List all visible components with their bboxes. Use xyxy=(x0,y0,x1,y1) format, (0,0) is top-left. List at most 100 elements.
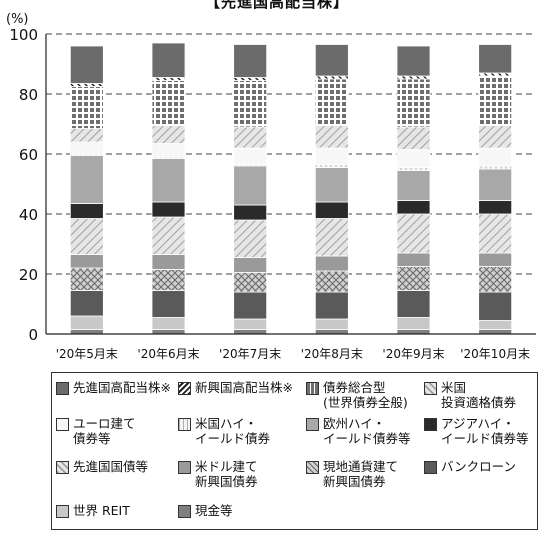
bars xyxy=(69,42,513,335)
bar-segment xyxy=(151,317,186,330)
bar-segment xyxy=(233,44,268,78)
legend-swatch xyxy=(306,461,319,474)
legend-label: 債券総合型 (世界債券全般) xyxy=(323,380,408,410)
bar-segment xyxy=(396,167,431,171)
bar-segment xyxy=(151,290,186,318)
x-tick-label: '20年5月末 xyxy=(56,347,118,361)
legend-label: 米国 投資適格債券 xyxy=(441,380,517,410)
bar-segment xyxy=(233,272,268,293)
bar-segment xyxy=(233,126,268,149)
bar-segment xyxy=(396,213,431,254)
bar-segment xyxy=(314,291,349,320)
bar-segment xyxy=(151,143,186,158)
bar-segment xyxy=(314,78,349,126)
y-axis-label: (%) xyxy=(6,12,29,27)
bar-segment xyxy=(151,80,186,126)
bar-segment xyxy=(478,252,513,267)
legend-label: 現地通貨建て 新興国債券 xyxy=(323,459,399,489)
bar-segment xyxy=(314,75,349,80)
y-tick-label: 60 xyxy=(19,146,38,164)
bar-segment xyxy=(396,266,431,291)
x-tick-label: '20年10月末 xyxy=(460,347,530,361)
bar-segment xyxy=(478,44,513,74)
bar-segment xyxy=(151,216,186,255)
bar-segment xyxy=(478,168,513,201)
legend-swatch xyxy=(178,461,191,474)
y-tick-label: 0 xyxy=(28,326,38,344)
legend-item: ユーロ建て 債券等 xyxy=(56,416,136,446)
bar-segment xyxy=(478,320,513,330)
legend-label: 先進国高配当株※ xyxy=(73,380,171,395)
bar-segment xyxy=(151,254,186,270)
bar-segment xyxy=(478,291,513,321)
bar-segment xyxy=(314,164,349,168)
bar-segment xyxy=(151,158,186,203)
legend-item: アジアハイ・ イールド債券等 xyxy=(424,416,529,446)
legend-label: 米ドル建て 新興国債券 xyxy=(195,459,258,489)
legend-label: 現金等 xyxy=(195,503,233,518)
bar-segment xyxy=(314,167,349,203)
bar-segment xyxy=(314,201,349,219)
bar-segment xyxy=(69,86,104,129)
bar-segment xyxy=(396,75,431,80)
legend-swatch xyxy=(178,505,191,518)
x-tick-label: '20年9月末 xyxy=(382,347,444,361)
legend-label: アジアハイ・ イールド債券等 xyxy=(441,416,529,446)
legend-item: バンクローン xyxy=(424,459,516,474)
bar-segment xyxy=(478,147,513,167)
bar-segment xyxy=(314,218,349,257)
bar-segment xyxy=(69,83,104,87)
legend-item: 米ドル建て 新興国債券 xyxy=(178,459,258,489)
bar-segment xyxy=(233,147,268,165)
bar-segment xyxy=(478,213,513,254)
legend-item: 世界 REIT xyxy=(56,503,130,518)
bar-segment xyxy=(478,266,513,293)
bar-segment xyxy=(233,219,268,258)
bar-segment xyxy=(69,45,104,84)
legend-label: ユーロ建て 債券等 xyxy=(73,416,136,446)
bar-segment xyxy=(233,165,268,206)
bar-segment xyxy=(396,45,431,77)
bar-segment xyxy=(233,80,268,128)
bar-segment xyxy=(314,329,349,335)
bar-segment xyxy=(69,203,104,219)
bar-segment xyxy=(151,201,186,218)
legend-item: 米国ハイ・ イールド債券 xyxy=(178,416,270,446)
bar-segment xyxy=(396,170,431,201)
bar-segment xyxy=(69,315,104,330)
legend-swatch xyxy=(56,505,69,518)
bar-segment xyxy=(151,125,186,144)
legend-swatch xyxy=(306,382,319,395)
bar-segment xyxy=(233,291,268,320)
bar-segment xyxy=(69,267,104,291)
legend-item: 先進国国債等 xyxy=(56,459,148,474)
bar-segment xyxy=(396,317,431,330)
bar-segment xyxy=(396,252,431,267)
bar-segment xyxy=(233,318,268,330)
bar-segment xyxy=(69,128,104,143)
legend-item: 現地通貨建て 新興国債券 xyxy=(306,459,398,489)
bar-segment xyxy=(314,270,349,293)
bar-segment xyxy=(314,125,349,149)
bar-segment xyxy=(69,290,104,317)
chart-area: 【先進国高配当株】 xyxy=(6,0,536,361)
legend-item: 米国 投資適格債券 xyxy=(424,380,516,410)
bar-segment xyxy=(314,147,349,165)
grid-lines xyxy=(46,33,536,275)
y-tick-label: 100 xyxy=(9,26,38,44)
bar-segment xyxy=(478,329,513,335)
bar-segment xyxy=(396,290,431,318)
bar-segment xyxy=(151,77,186,81)
bar-segment xyxy=(151,269,186,291)
legend-swatch xyxy=(56,382,69,395)
x-tick-label: '20年8月末 xyxy=(301,347,363,361)
bar-segment xyxy=(478,165,513,170)
bar-segment xyxy=(396,78,431,128)
legend-item: 新興国高配当株※ xyxy=(178,380,293,395)
legend-swatch xyxy=(56,418,69,431)
bar-segment xyxy=(314,318,349,330)
bar-segment xyxy=(69,155,104,204)
bar-segment xyxy=(233,204,268,221)
legend-label: バンクローン xyxy=(441,459,517,474)
bar-segment xyxy=(233,257,268,273)
